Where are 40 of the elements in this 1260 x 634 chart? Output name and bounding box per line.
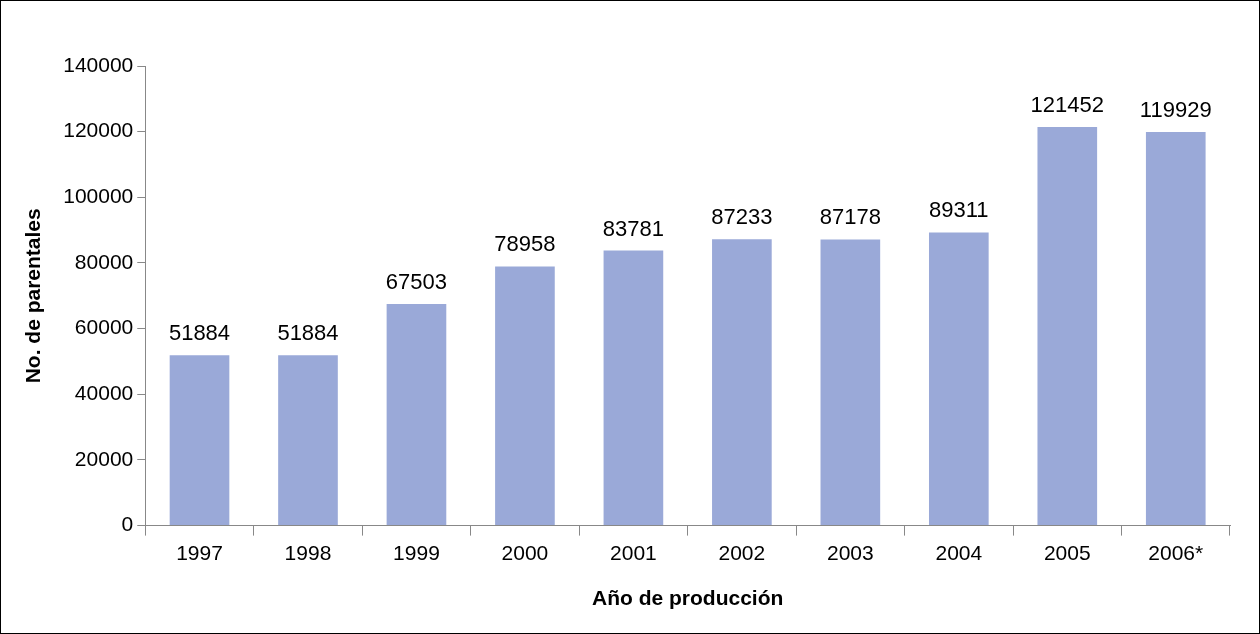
bar [1145,131,1206,526]
x-tick-label: 1998 [284,541,332,564]
bar [386,304,447,526]
data-label: 89311 [929,197,989,223]
bar [603,250,664,526]
x-tick-label: 2004 [935,541,983,564]
y-tick-label: 140000 [63,52,134,76]
x-tick-label: 2006* [1148,541,1204,564]
y-tick-label: 20000 [74,446,134,470]
x-tick-label: 2003 [826,541,874,564]
y-tick-label: 0 [121,512,134,536]
data-label: 51884 [277,320,339,346]
bar [278,355,338,526]
bar [820,239,881,526]
data-label: 121452 [1030,91,1104,117]
data-label: 87233 [711,204,773,230]
x-tick-label: 1999 [393,541,440,564]
bar [495,266,555,526]
y-tick-label: 100000 [63,184,134,208]
y-tick-label: 60000 [74,315,134,339]
data-label: 67503 [385,269,448,295]
x-tick-label: 2002 [718,541,766,564]
data-label: 87178 [819,204,881,230]
x-tick-label: 1997 [176,541,223,564]
y-tick-label: 80000 [74,249,134,273]
y-axis-title: No. de parentales [21,208,45,384]
bar [928,232,989,526]
data-label: 51884 [168,320,231,346]
bar [712,239,772,526]
x-tick-label: 2000 [501,541,549,564]
x-axis-title: Año de producción [591,586,784,610]
y-tick-label: 120000 [63,118,134,142]
data-label: 78958 [494,231,556,257]
data-label: 83781 [602,215,664,241]
bar [169,355,230,526]
bar [1037,126,1098,526]
x-tick-label: 2005 [1043,541,1091,564]
x-tick-label: 2001 [610,541,657,564]
y-tick-label: 40000 [74,381,134,405]
data-label: 119929 [1139,96,1212,122]
